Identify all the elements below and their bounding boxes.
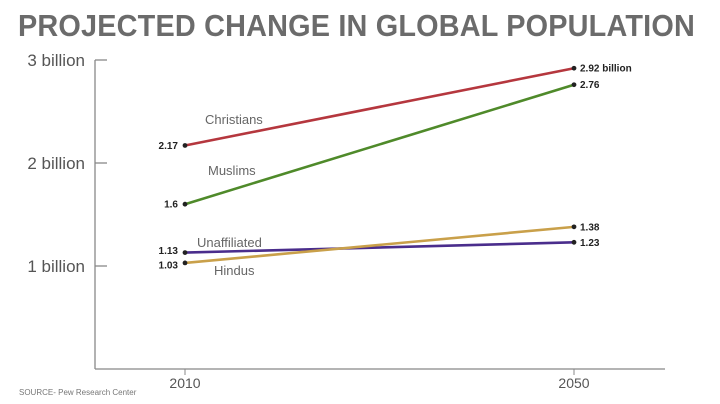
series-line-muslims [184, 83, 575, 206]
data-label-christians: 2.92 billion [580, 64, 632, 75]
data-point-unaffiliated [571, 239, 577, 245]
series-name-muslims: Muslims [208, 163, 256, 178]
x-tick-label: 2010 [169, 375, 200, 391]
series-line-unaffiliated [184, 241, 575, 254]
data-label-unaffiliated: 1.23 [580, 238, 600, 249]
data-label-hindus: 1.03 [159, 260, 179, 271]
y-tick-label: 2 billion [27, 154, 85, 173]
series-line-hindus [184, 225, 575, 265]
y-tick-label: 1 billion [27, 257, 85, 276]
data-label-muslims: 2.76 [580, 80, 600, 91]
series-name-unaffiliated: Unaffiliated [197, 235, 262, 250]
data-point-christians [182, 143, 188, 148]
data-point-hindus [571, 224, 577, 230]
data-point-unaffiliated [182, 250, 188, 256]
data-point-hindus [182, 260, 188, 266]
y-tick-label: 3 billion [27, 51, 85, 70]
data-label-hindus: 1.38 [580, 222, 600, 233]
series-name-hindus: Hindus [214, 263, 255, 278]
series-name-christians: Christians [205, 112, 263, 127]
series-line-christians [184, 66, 575, 147]
chart-title: PROJECTED CHANGE IN GLOBAL POPULATION [18, 8, 695, 43]
source-note: SOURCE- Pew Research Center [19, 388, 137, 397]
data-label-muslims: 1.6 [164, 200, 178, 211]
data-point-muslims [571, 82, 577, 88]
data-point-christians [571, 65, 577, 71]
data-point-muslims [182, 201, 188, 207]
data-label-christians: 2.17 [159, 141, 179, 152]
x-tick-label: 2050 [558, 375, 589, 391]
data-label-unaffiliated: 1.13 [159, 246, 179, 257]
